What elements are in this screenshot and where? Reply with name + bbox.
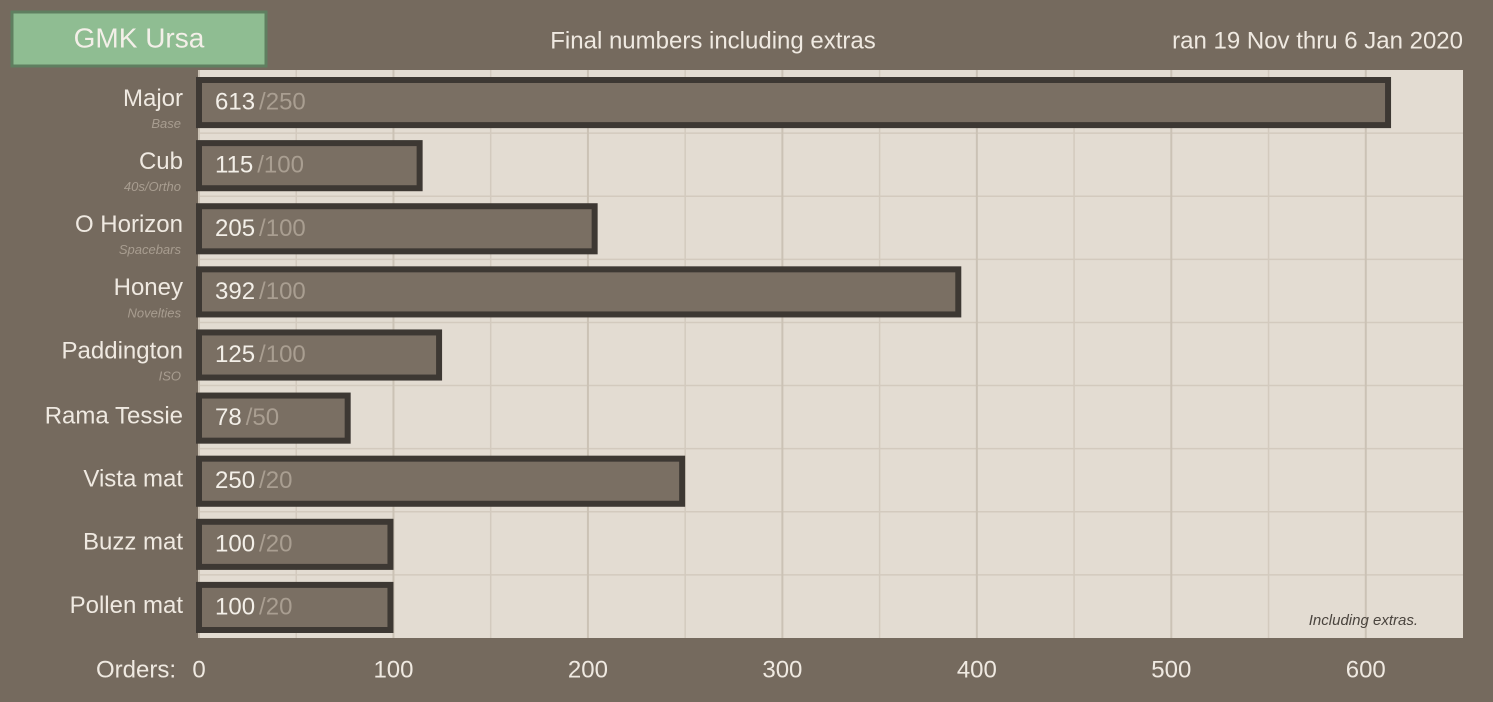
value-label: 100	[215, 594, 255, 621]
title-box	[10, 10, 268, 68]
x-tick-label: 100	[373, 656, 413, 683]
bar	[196, 266, 962, 318]
bar	[196, 455, 686, 507]
bar	[196, 203, 598, 255]
bar	[196, 581, 394, 634]
subtitle: Final numbers including extras	[550, 27, 876, 54]
minimum-label: /100	[259, 341, 306, 368]
date-note: ran 19 Nov thru 6 Jan 2020	[1172, 27, 1463, 54]
value-label-group: 115/100	[215, 152, 304, 179]
value-label-group: 125/100	[215, 341, 306, 368]
x-axis-label: Orders:	[96, 656, 176, 683]
x-tick-label: 0	[192, 656, 205, 683]
x-tick-label: 200	[568, 656, 608, 683]
minimum-label: /100	[259, 278, 306, 305]
value-label-group: 205/100	[215, 215, 306, 242]
minimum-label: /20	[259, 531, 292, 558]
category-sublabel: Spacebars	[119, 242, 182, 257]
category-sublabel: 40s/Ortho	[124, 179, 181, 194]
value-label: 250	[215, 468, 255, 495]
minimum-label: /20	[259, 468, 292, 495]
value-label-group: 100/20	[215, 531, 292, 558]
value-label: 392	[215, 278, 255, 305]
minimum-label: /100	[257, 152, 304, 179]
category-label: Rama Tessie	[45, 402, 183, 429]
value-label: 100	[215, 531, 255, 558]
annotation: Including extras.	[1309, 612, 1418, 629]
category-label: Honey	[114, 274, 183, 301]
category-sublabel: Base	[151, 116, 181, 131]
bar	[196, 329, 443, 381]
category-label: Cub	[139, 148, 183, 175]
minimum-label: /50	[246, 404, 279, 431]
bar	[196, 392, 351, 444]
category-label: Buzz mat	[83, 529, 183, 556]
minimum-label: /20	[259, 594, 292, 621]
minimum-label: /100	[259, 215, 306, 242]
x-tick-label: 600	[1346, 656, 1386, 683]
minimum-label: /250	[259, 89, 306, 116]
category-label: Major	[123, 85, 183, 112]
category-label: O Horizon	[75, 211, 183, 238]
value-label: 613	[215, 89, 255, 116]
x-tick-label: 400	[957, 656, 997, 683]
x-tick-label: 300	[762, 656, 802, 683]
chart-title: GMK Ursa	[74, 22, 205, 53]
category-sublabel: Novelties	[128, 305, 182, 320]
value-label: 205	[215, 215, 255, 242]
value-label: 78	[215, 404, 242, 431]
value-label-group: 100/20	[215, 594, 292, 621]
value-label-group: 250/20	[215, 468, 292, 495]
category-label: Pollen mat	[70, 592, 184, 619]
value-label-group: 392/100	[215, 278, 306, 305]
bar	[196, 140, 423, 192]
bar	[196, 77, 1392, 129]
bar	[196, 518, 394, 570]
value-label-group: 78/50	[215, 404, 279, 431]
category-label: Paddington	[62, 337, 183, 364]
category-sublabel: ISO	[159, 368, 181, 383]
value-label-group: 613/250	[215, 89, 306, 116]
category-label: Vista mat	[83, 466, 183, 493]
value-label: 115	[215, 152, 253, 179]
x-tick-label: 500	[1151, 656, 1191, 683]
value-label: 125	[215, 341, 255, 368]
